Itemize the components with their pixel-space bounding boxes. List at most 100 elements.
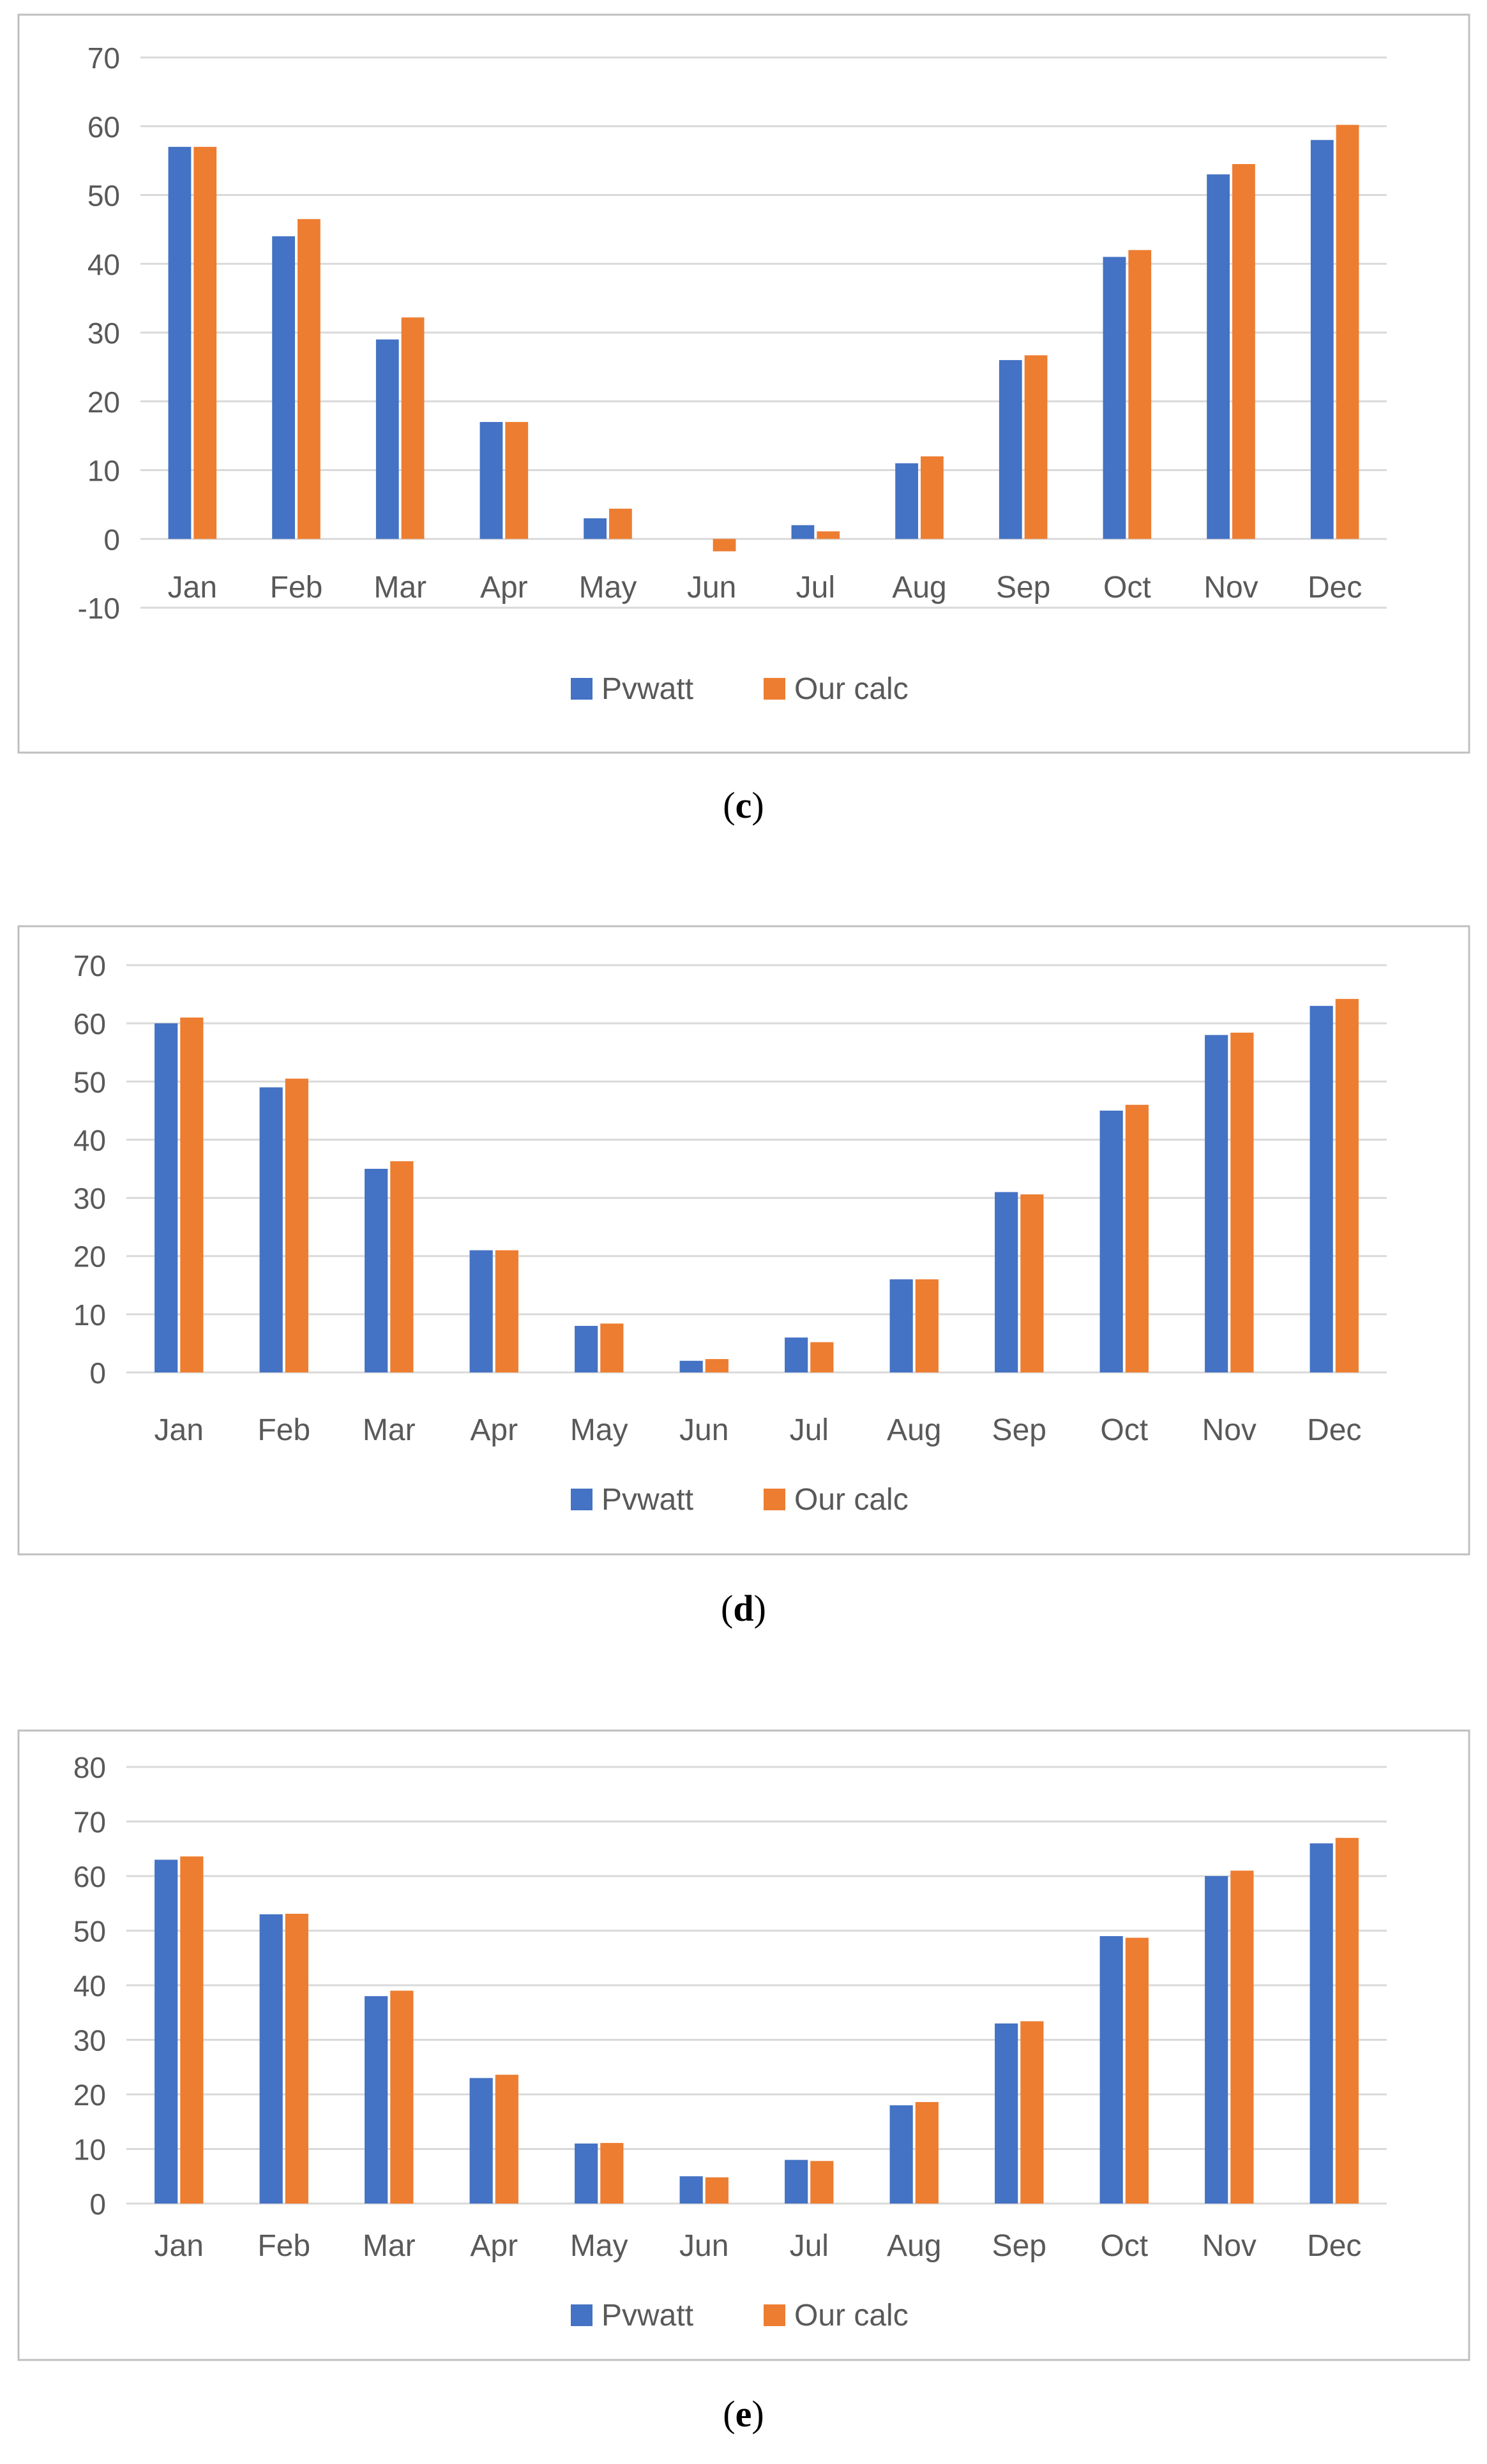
- bar-pvwatt-sep: [995, 1192, 1018, 1372]
- y-tick-label: 50: [73, 1915, 106, 1948]
- chart-panel-d: 70 60 50 40 30 20 10 0 Jan Feb Mar Apr May Jun Jul Aug S…: [17, 925, 1470, 1556]
- bar-our-calc-apr: [495, 2075, 518, 2204]
- x-tick-label: Nov: [1202, 1413, 1257, 1447]
- y-tick-label: 40: [73, 1123, 106, 1157]
- y-tick-label: 60: [87, 110, 120, 144]
- bar-our-calc-feb: [285, 1078, 308, 1372]
- bar-pvwatt-jul: [785, 2160, 808, 2204]
- y-tick-label: 80: [73, 1751, 106, 1784]
- bar-pvwatt-aug: [889, 1279, 913, 1372]
- bar-pvwatt-apr: [479, 422, 503, 539]
- x-tick-label: Sep: [992, 2229, 1046, 2263]
- x-tick-label: May: [579, 571, 637, 605]
- bar-pvwatt-feb: [259, 1087, 283, 1372]
- x-tick-label: Jan: [168, 571, 217, 605]
- bar-pvwatt-jun: [679, 2176, 703, 2204]
- bar-pvwatt-dec: [1310, 140, 1334, 539]
- bar-pvwatt-sep: [999, 360, 1022, 539]
- x-tick-label: Feb: [257, 1413, 310, 1447]
- y-tick-label: 20: [73, 1240, 106, 1273]
- bar-our-calc-aug: [921, 456, 944, 539]
- y-tick-label: 30: [87, 317, 120, 350]
- x-tick-label: Feb: [257, 2229, 310, 2263]
- y-tick-label: 20: [73, 2078, 106, 2112]
- x-tick-label: Apr: [470, 1413, 518, 1447]
- bar-our-calc-nov: [1232, 164, 1255, 539]
- y-tick-label: 30: [73, 2024, 106, 2057]
- x-tick-label: Aug: [887, 2229, 941, 2263]
- legend-swatch-our-calc: [764, 678, 785, 700]
- bar-our-calc-feb: [298, 219, 321, 539]
- bar-pvwatt-jun: [679, 1360, 703, 1372]
- x-tick-label: Oct: [1100, 1413, 1148, 1447]
- bar-pvwatt-oct: [1099, 1936, 1123, 2204]
- bar-our-calc-jul: [810, 1342, 834, 1372]
- bar-our-calc-jul: [810, 2161, 834, 2204]
- bar-our-calc-jun: [705, 2177, 728, 2204]
- bar-our-calc-may: [600, 2143, 624, 2204]
- y-tick-label: 70: [87, 41, 120, 75]
- bar-pvwatt-may: [575, 1326, 598, 1372]
- bar-pvwatt-feb: [259, 1914, 283, 2204]
- bar-pvwatt-jul: [785, 1337, 808, 1372]
- x-tick-label: Jul: [796, 571, 835, 605]
- caption-e: (e): [723, 2393, 764, 2435]
- bar-pvwatt-dec: [1310, 1005, 1333, 1372]
- bar-pvwatt-mar: [365, 1169, 388, 1372]
- bar-pvwatt-sep: [995, 2023, 1018, 2204]
- x-tick-label: Mar: [374, 571, 426, 605]
- bar-pvwatt-jan: [155, 1023, 178, 1372]
- y-tick-label: 0: [103, 523, 120, 556]
- chart-d: 70 60 50 40 30 20 10 0 Jan Feb Mar Apr May Jun Jul Aug S…: [17, 925, 1470, 1556]
- x-tick-label: Jan: [155, 1413, 204, 1447]
- bar-our-calc-sep: [1024, 355, 1048, 539]
- bar-our-calc-apr: [505, 422, 529, 539]
- bar-pvwatt-nov: [1205, 1876, 1228, 2204]
- bar-pvwatt-dec: [1310, 1843, 1333, 2204]
- bar-pvwatt-aug: [895, 463, 918, 539]
- y-tick-label: 20: [87, 386, 120, 419]
- y-tick-label: -10: [78, 592, 120, 625]
- bar-pvwatt-jan: [168, 147, 192, 539]
- bar-our-calc-aug: [915, 2101, 939, 2204]
- x-tick-label: Apr: [480, 571, 528, 605]
- bar-pvwatt-may: [584, 518, 607, 539]
- y-tick-label: 40: [87, 248, 120, 281]
- bar-our-calc-jun: [705, 1359, 728, 1372]
- bar-pvwatt-oct: [1103, 257, 1126, 539]
- legend-swatch-our-calc: [764, 1489, 785, 1510]
- x-tick-label: Mar: [363, 1413, 416, 1447]
- x-tick-label: Aug: [887, 1413, 941, 1447]
- bar-our-calc-jan: [193, 147, 217, 539]
- x-tick-label: Feb: [270, 571, 323, 605]
- bar-our-calc-mar: [390, 1161, 414, 1372]
- bar-our-calc-dec: [1335, 1838, 1359, 2204]
- x-tick-label: May: [570, 1413, 628, 1447]
- legend-swatch-our-calc: [764, 2304, 785, 2326]
- legend-label-pvwatt: Pvwatt: [601, 672, 693, 706]
- x-tick-label: Jul: [790, 1413, 829, 1447]
- caption-c: (c): [723, 785, 764, 826]
- x-tick-label: Sep: [992, 1413, 1046, 1447]
- x-tick-label: Jun: [687, 571, 736, 605]
- bar-our-calc-oct: [1125, 1937, 1149, 2204]
- y-tick-label: 10: [73, 2133, 106, 2167]
- bar-our-calc-dec: [1336, 124, 1359, 539]
- bar-our-calc-nov: [1230, 1870, 1254, 2204]
- bar-pvwatt-nov: [1207, 174, 1230, 539]
- y-tick-label: 10: [73, 1298, 106, 1332]
- x-tick-label: Nov: [1204, 571, 1258, 605]
- chart-panel-c: 70 60 50 40 30 20 10 0 -10 Jan Feb Mar Apr May Jun Jul A…: [17, 13, 1470, 754]
- bar-pvwatt-mar: [375, 339, 399, 539]
- x-tick-label: May: [570, 2229, 628, 2263]
- legend-swatch-pvwatt: [571, 678, 593, 700]
- y-tick-label: 30: [73, 1182, 106, 1215]
- bar-our-calc-feb: [285, 1913, 308, 2204]
- bar-pvwatt-jan: [155, 1859, 178, 2204]
- legend-label-pvwatt: Pvwatt: [601, 2299, 693, 2333]
- bar-pvwatt-jul: [791, 525, 815, 539]
- bar-our-calc-may: [609, 508, 632, 539]
- x-tick-label: Oct: [1100, 2229, 1148, 2263]
- chart-c: 70 60 50 40 30 20 10 0 -10 Jan Feb Mar Apr May Jun Jul A…: [17, 13, 1470, 754]
- caption-d: (d): [721, 1588, 766, 1629]
